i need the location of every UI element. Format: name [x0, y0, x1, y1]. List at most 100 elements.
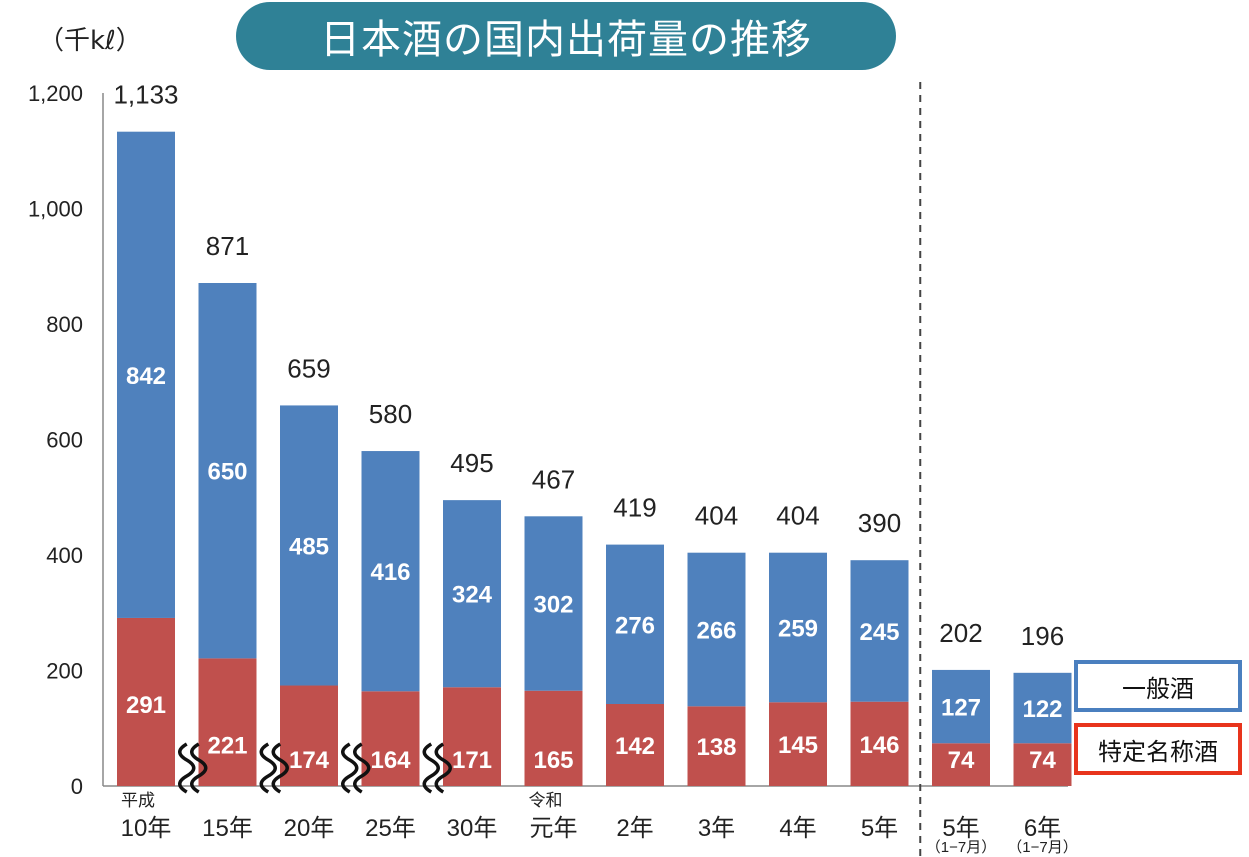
bar-special-designation: [198, 658, 257, 786]
bar-value-label-special: 221: [207, 732, 247, 759]
bar-value-label-general: 302: [533, 592, 573, 619]
y-tick-label: 200: [46, 659, 83, 684]
x-period-note: （1−7月）: [1007, 839, 1077, 856]
x-period-note: （1−7月）: [926, 839, 996, 856]
axis-break-stroke: [271, 742, 289, 794]
axis-break-stroke: [422, 742, 440, 794]
axis-break-mark: [259, 742, 289, 794]
bar-value-label-general: 842: [126, 363, 166, 390]
chart-title: 日本酒の国内出荷量の推移: [236, 2, 896, 70]
y-tick-label: 1,000: [28, 197, 83, 222]
era-label: 令和: [529, 791, 563, 810]
bar-general: [443, 500, 501, 688]
bar-value-label-general: 650: [207, 459, 247, 486]
bar-total-label: 196: [1021, 621, 1064, 651]
axis-break-stroke: [259, 742, 277, 794]
bar-general: [850, 560, 909, 702]
bar-value-label-general: 276: [615, 612, 655, 639]
x-category-label: 3年: [698, 815, 735, 842]
y-tick-label: 400: [46, 543, 83, 568]
legend-special-designation-sake: 特定名称酒: [1074, 723, 1242, 775]
x-category-label: 2年: [616, 815, 653, 842]
bar-value-label-general: 324: [452, 582, 493, 609]
bar-general: [361, 451, 420, 692]
axis-break-mark: [178, 742, 208, 794]
axis-break-stroke: [341, 742, 359, 794]
bar-special-designation: [1013, 743, 1072, 786]
x-category-label: 6年: [1024, 815, 1061, 842]
bar-value-label-general: 416: [370, 559, 410, 586]
y-tick-label: 600: [46, 428, 83, 453]
bar-value-label-general: 127: [941, 695, 981, 722]
bar-value-label-special: 74: [1029, 747, 1056, 774]
x-category-label: 元年: [530, 815, 578, 842]
legend-general-sake: 一般酒: [1074, 660, 1242, 712]
x-category-label: 15年: [202, 815, 253, 842]
bar-special-designation: [361, 691, 420, 786]
bar-value-label-special: 142: [615, 733, 655, 760]
bar-special-designation: [850, 701, 909, 786]
bar-special-designation: [280, 685, 338, 786]
x-category-label: 20年: [284, 815, 335, 842]
axis-break-stroke: [353, 742, 371, 794]
bar-general: [1013, 672, 1072, 744]
bar-value-label-special: 138: [696, 734, 736, 761]
bar-value-label-special: 171: [452, 747, 492, 774]
axis-break-stroke: [434, 742, 452, 794]
bar-special-designation: [117, 617, 175, 786]
bar-special-designation: [524, 690, 583, 786]
bar-total-label: 419: [613, 493, 656, 523]
bar-total-label: 404: [695, 501, 738, 531]
bar-total-label: 404: [776, 501, 819, 531]
axis-break-mark: [341, 742, 371, 794]
era-label: 平成: [121, 791, 155, 810]
bar-special-designation: [443, 687, 501, 786]
bar-value-label-special: 165: [533, 747, 573, 774]
bar-general: [769, 552, 827, 703]
bar-value-label-special: 291: [126, 692, 166, 719]
y-axis-unit: （千kℓ）: [38, 26, 142, 56]
axis-break-stroke: [178, 742, 196, 794]
bar-value-label-special: 74: [948, 747, 975, 774]
bar-value-label-general: 259: [778, 615, 818, 642]
bar-value-label-special: 145: [778, 732, 818, 759]
axis-break-mark: [422, 742, 452, 794]
bar-special-designation: [932, 743, 990, 786]
bar-total-label: 659: [287, 353, 330, 383]
bar-total-label: 202: [939, 618, 982, 648]
bar-total-label: 580: [369, 399, 412, 429]
bar-value-label-general: 122: [1022, 696, 1062, 723]
bar-value-label-general: 485: [289, 533, 329, 560]
bar-total-label: 467: [532, 464, 575, 494]
bar-total-label: 871: [206, 231, 249, 261]
bar-general: [198, 282, 257, 659]
bar-total-label: 1,133: [113, 80, 178, 110]
bar-special-designation: [769, 702, 827, 786]
bar-value-label-special: 146: [859, 732, 899, 759]
bar-general: [117, 131, 175, 618]
bar-special-designation: [606, 703, 664, 786]
bar-total-label: 495: [450, 448, 493, 478]
bar-special-designation: [687, 706, 746, 786]
x-category-label: 4年: [779, 815, 816, 842]
x-category-label: 25年: [365, 815, 416, 842]
x-category-label: 10年: [121, 815, 172, 842]
axis-break-stroke: [190, 742, 208, 794]
y-tick-label: 800: [46, 312, 83, 337]
bar-total-label: 390: [858, 508, 901, 538]
bar-general: [687, 552, 746, 707]
bar-value-label-special: 164: [370, 747, 411, 774]
x-category-label: 5年: [861, 815, 898, 842]
bar-general: [606, 544, 664, 704]
bar-general: [280, 405, 338, 686]
bar-value-label-special: 174: [289, 747, 330, 774]
bar-general: [524, 516, 583, 691]
bar-general: [932, 669, 990, 744]
x-category-label: 5年: [942, 815, 979, 842]
y-tick-label: 1,200: [28, 81, 83, 106]
y-tick-label: 0: [71, 774, 83, 799]
bar-value-label-general: 266: [696, 617, 736, 644]
bar-value-label-general: 245: [859, 619, 899, 646]
x-category-label: 30年: [447, 815, 498, 842]
